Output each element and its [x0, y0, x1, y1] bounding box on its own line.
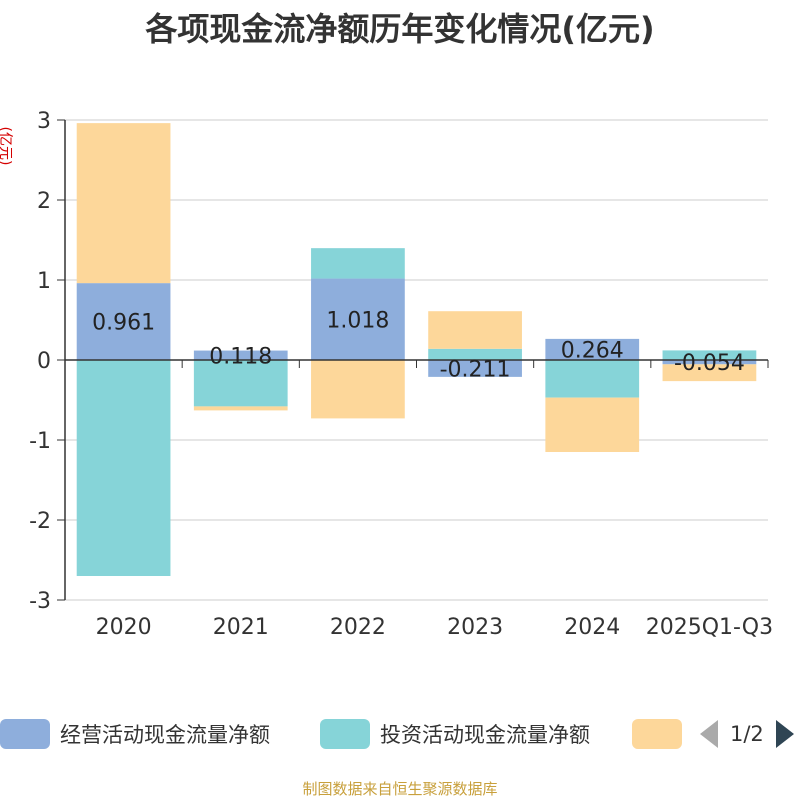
bar-3-2023	[428, 311, 522, 349]
legend-label-operating: 经营活动现金流量净额	[60, 723, 270, 747]
legend-item-investing[interactable]: 投资活动现金流量净额	[320, 716, 590, 752]
y-tick-label: 1	[37, 269, 51, 294]
legend-swatch-financing	[632, 719, 682, 749]
data-label: -0.054	[674, 351, 745, 376]
x-tick-label: 2023	[447, 615, 503, 640]
data-label: 1.018	[326, 308, 389, 333]
chart-title: 各项现金流净额历年变化情况(亿元)	[145, 10, 655, 48]
legend: 经营活动现金流量净额 投资活动现金流量净额 1/2	[0, 716, 800, 752]
legend-item-operating[interactable]: 经营活动现金流量净额	[0, 716, 270, 752]
bar-3-2025Q1-Q3	[662, 364, 757, 382]
data-label: -0.211	[440, 357, 511, 382]
axes: -3 -2 -1 0 1 2 3 2020 2021 2022 2023 2024 2025Q1-Q3	[29, 109, 773, 640]
y-tick-label: 2	[37, 189, 51, 214]
bar-2-2021	[193, 360, 288, 407]
bar-3-2020	[76, 123, 171, 284]
bar-1-2023	[428, 360, 522, 377]
y-tick-label: -2	[29, 509, 51, 534]
x-tick-label: 2021	[213, 615, 269, 640]
bar-1-2021	[193, 350, 288, 360]
data-label: 0.264	[561, 338, 624, 363]
x-tick-label: 2024	[564, 615, 620, 640]
bar-2-2025Q1-Q3	[662, 350, 757, 360]
bar-1-2025Q1-Q3	[662, 360, 757, 365]
bar-2-2020	[76, 360, 171, 576]
bar-2-2022	[311, 248, 405, 279]
y-tick-label: -1	[29, 429, 51, 454]
x-tick-label: 2025Q1-Q3	[646, 615, 773, 640]
grid-lines	[65, 119, 768, 601]
x-tick-label: 2020	[96, 615, 152, 640]
legend-next-icon[interactable]	[775, 720, 794, 748]
bar-3-2022	[311, 360, 405, 419]
legend-swatch-operating	[0, 719, 50, 749]
legend-swatch-investing	[320, 719, 370, 749]
y-tick-label: 3	[37, 109, 51, 134]
bar-2-2024	[545, 360, 640, 398]
legend-prev-icon[interactable]	[700, 720, 718, 748]
y-tick-label: 0	[37, 349, 51, 374]
data-label: 0.961	[92, 311, 155, 336]
data-labels: 0.961 0.118 1.018 -0.211 0.264 -0.054	[92, 308, 745, 382]
legend-page-indicator: 1/2	[730, 722, 764, 746]
legend-label-investing: 投资活动现金流量净额	[380, 723, 590, 747]
bar-2-2023	[428, 348, 522, 360]
data-label: 0.118	[209, 344, 272, 369]
bar-3-2021	[193, 406, 288, 411]
source-credit: 制图数据来自恒生聚源数据库	[302, 780, 498, 798]
x-tick-label: 2022	[330, 615, 386, 640]
bar-3-2024	[545, 397, 640, 452]
bar-1-2024	[545, 338, 640, 360]
bar-1-2022	[311, 278, 405, 360]
y-tick-label: -3	[29, 589, 51, 614]
bar-1-2020	[76, 283, 171, 360]
legend-pager: 1/2	[700, 716, 794, 752]
bars	[76, 123, 757, 576]
legend-item-financing[interactable]	[632, 716, 692, 752]
